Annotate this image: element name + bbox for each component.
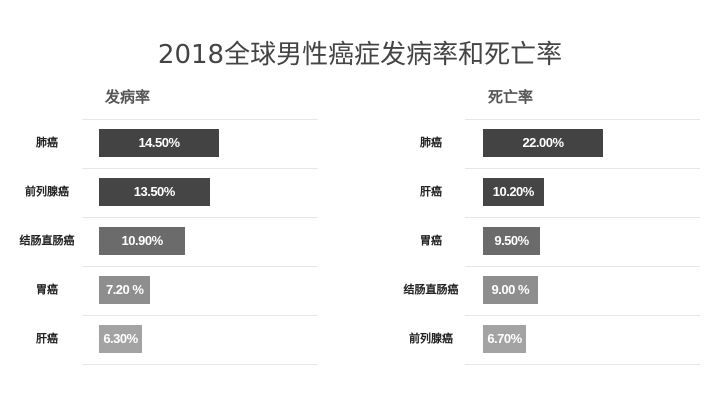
category-label: 结肠直肠癌: [19, 234, 75, 247]
row-divider: [465, 266, 700, 267]
category-label: 肺癌: [420, 136, 442, 149]
category-label: 肝癌: [420, 185, 442, 198]
bar: [483, 227, 541, 255]
row-divider: [465, 315, 700, 316]
panel-title: 死亡率: [488, 88, 534, 106]
category-label: 胃癌: [36, 283, 58, 296]
data-label: 22.00%: [522, 135, 564, 150]
row-divider: [82, 119, 318, 120]
bar: [99, 227, 186, 255]
row-divider: [82, 266, 318, 267]
bar: [483, 178, 544, 206]
chart-title: 2018全球男性癌症发病率和死亡率: [157, 40, 563, 70]
row-divider: [82, 364, 318, 365]
data-label: 13.50%: [133, 184, 176, 199]
row-divider: [465, 364, 700, 365]
row-divider: [82, 168, 318, 169]
category-label: 肺癌: [36, 136, 58, 149]
row-divider: [82, 217, 318, 218]
row-divider: [465, 168, 700, 169]
data-label: 10.90%: [121, 233, 164, 248]
bar: [99, 325, 142, 353]
bar: [99, 276, 151, 304]
data-label: 10.20%: [492, 184, 535, 199]
bar: [483, 325, 526, 353]
data-label: 14.50%: [138, 135, 180, 150]
data-label: 9.00 %: [491, 282, 530, 297]
category-label: 前列腺癌: [409, 332, 453, 345]
data-label: 7.20 %: [105, 282, 144, 297]
panel-title: 发病率: [105, 88, 151, 106]
category-label: 前列腺癌: [25, 185, 69, 198]
row-divider: [82, 315, 318, 316]
bar: [483, 129, 603, 157]
data-label: 6.30%: [103, 331, 138, 346]
data-label: 9.50%: [494, 233, 529, 248]
category-label: 肝癌: [36, 332, 58, 345]
bar: [99, 178, 210, 206]
bar: [99, 129, 219, 157]
row-divider: [465, 119, 700, 120]
data-label: 6.70%: [487, 331, 522, 346]
category-label: 胃癌: [420, 234, 442, 247]
bar: [483, 276, 538, 304]
category-label: 结肠直肠癌: [403, 283, 459, 296]
row-divider: [465, 217, 700, 218]
